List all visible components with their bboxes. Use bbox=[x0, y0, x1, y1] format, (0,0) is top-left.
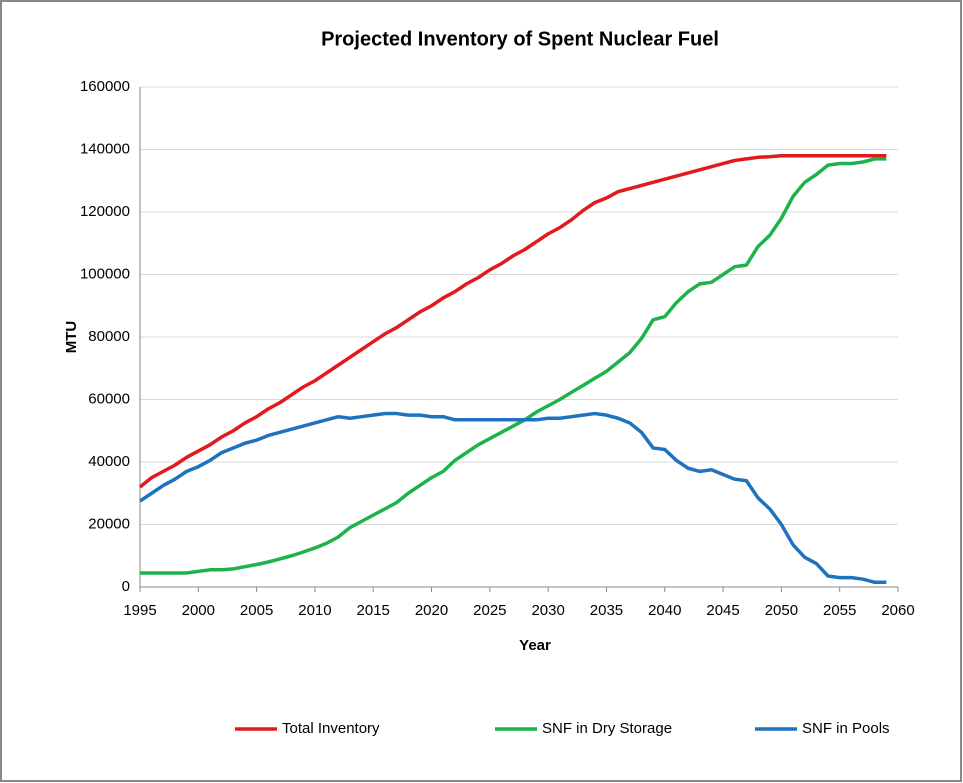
series-line bbox=[139, 411, 887, 585]
x-tick-label: 2010 bbox=[298, 602, 331, 619]
series-line bbox=[138, 154, 887, 489]
y-tick-label: 20000 bbox=[88, 515, 130, 532]
x-tick-label: 2030 bbox=[531, 602, 564, 619]
y-tick-label: 120000 bbox=[80, 203, 130, 220]
y-tick-label: 60000 bbox=[88, 390, 130, 407]
x-axis-label: Year bbox=[519, 637, 551, 654]
x-tick-label: 2005 bbox=[240, 602, 273, 619]
x-tick-label: 2020 bbox=[415, 602, 448, 619]
x-tick-label: 2050 bbox=[765, 602, 798, 619]
legend-label: Total Inventory bbox=[282, 720, 380, 737]
y-tick-label: 80000 bbox=[88, 328, 130, 345]
y-tick-label: 100000 bbox=[80, 265, 130, 282]
y-tick-label: 160000 bbox=[80, 78, 130, 95]
series-line bbox=[140, 157, 887, 575]
x-tick-label: 2025 bbox=[473, 602, 506, 619]
y-tick-label: 140000 bbox=[80, 140, 130, 157]
x-tick-label: 2045 bbox=[706, 602, 739, 619]
x-tick-label: 2060 bbox=[881, 602, 914, 619]
chart-title: Projected Inventory of Spent Nuclear Fue… bbox=[321, 28, 719, 50]
x-tick-label: 2055 bbox=[823, 602, 856, 619]
legend-label: SNF in Dry Storage bbox=[542, 720, 672, 737]
x-tick-label: 2035 bbox=[590, 602, 623, 619]
x-tick-label: 2040 bbox=[648, 602, 681, 619]
legend-label: SNF in Pools bbox=[802, 720, 890, 737]
y-axis-label: MTU bbox=[63, 321, 80, 354]
y-tick-label: 0 bbox=[122, 578, 130, 595]
y-tick-label: 40000 bbox=[88, 453, 130, 470]
x-tick-label: 1995 bbox=[123, 602, 156, 619]
x-tick-label: 2015 bbox=[357, 602, 390, 619]
x-tick-label: 2000 bbox=[182, 602, 215, 619]
